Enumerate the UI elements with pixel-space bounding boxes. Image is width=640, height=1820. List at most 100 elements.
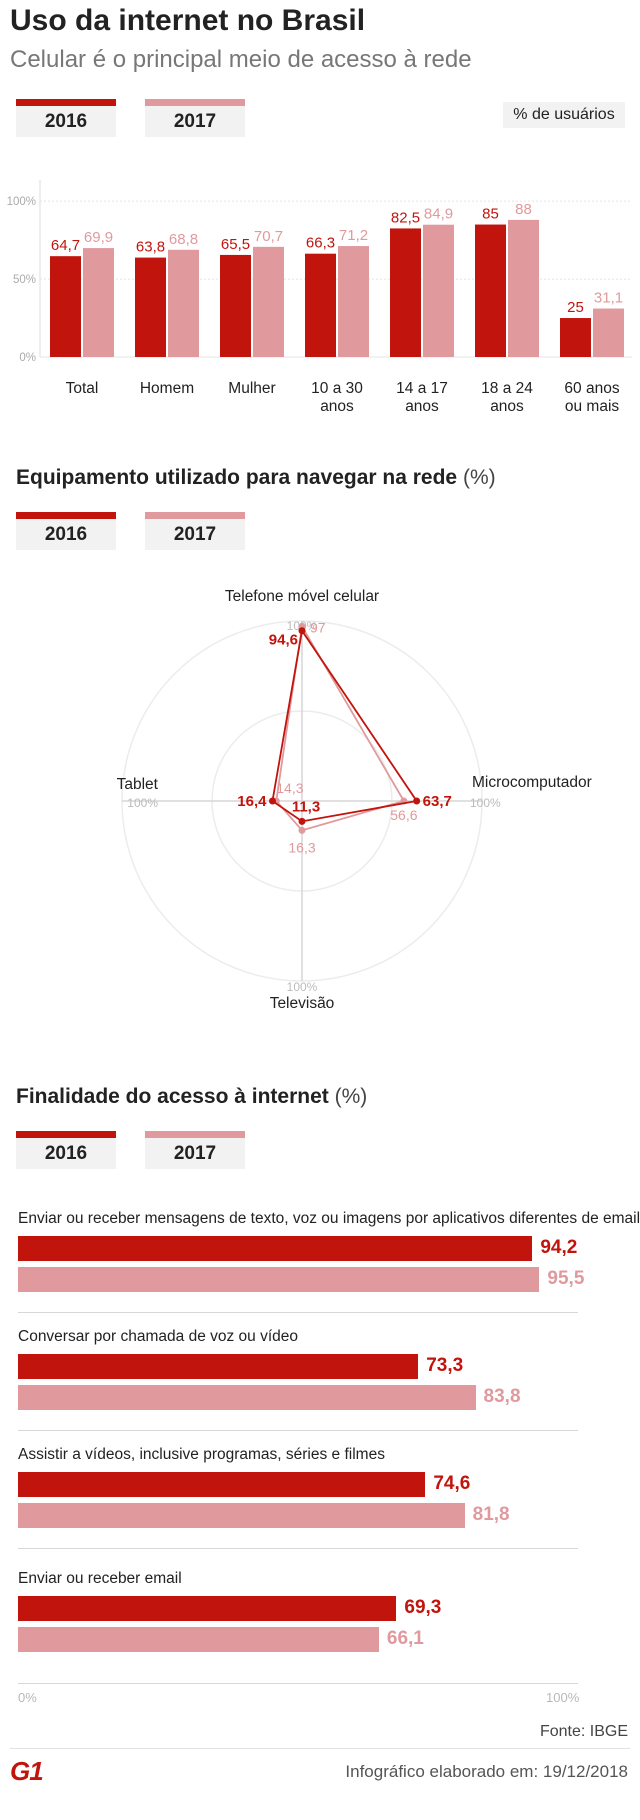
legend-2016-purpose: 2016: [16, 1131, 116, 1169]
g1-logo: G1: [10, 1756, 44, 1786]
row-divider: [18, 1312, 578, 1313]
footer-divider: [10, 1748, 630, 1749]
x-tick-label: Mulher: [228, 380, 275, 397]
radar-value-label: 16,4: [237, 793, 267, 810]
hbar-2017: [18, 1267, 540, 1292]
radar-value-label: 63,7: [423, 793, 452, 810]
radar-axis-title-tablet: Tablet: [117, 776, 159, 793]
bar-2017: [508, 219, 539, 357]
device-section-unit: (%): [462, 466, 496, 489]
legend-2016: 2016: [16, 99, 116, 137]
y-tick-label: 100%: [7, 196, 36, 208]
row-divider: [18, 1548, 578, 1549]
bar-value-label: 71,2: [339, 227, 368, 244]
hbar-value-label: 83,8: [483, 1386, 521, 1407]
page-subtitle: Celular é o principal meio de acesso à r…: [10, 46, 472, 73]
bar-2016: [220, 254, 251, 357]
purpose-row-label: Conversar por chamada de voz ou vídeo: [18, 1328, 299, 1345]
y-tick-label: 50%: [13, 274, 36, 286]
x-tick-label: 10 a 30 anos: [311, 380, 363, 415]
purpose-section-title: Finalidade do acesso à internet (%): [16, 1085, 367, 1109]
radar-point-2016: [413, 797, 421, 805]
radar-point-2016: [268, 797, 276, 805]
hbar-value-label: 66,1: [386, 1628, 424, 1649]
legend-2017: 2017: [145, 99, 245, 137]
bar-value-label: 85: [482, 206, 499, 223]
hbar-2017: [18, 1385, 476, 1410]
radar-value-label: 11,3: [292, 798, 320, 815]
bar-value-label: 64,7: [51, 237, 80, 254]
legend-2017-purpose: 2017: [145, 1131, 245, 1169]
x-tick-label: 14 a 17 anos: [396, 380, 448, 415]
radar-axis-title-microcomputador: Microcomputador: [472, 774, 592, 791]
purpose-row: Conversar por chamada de voz ou vídeo 73,…: [18, 1328, 616, 1438]
hbar-value-label: 81,8: [472, 1504, 510, 1525]
x-axis-line: [18, 1683, 578, 1684]
hbar-value-label: 95,5: [547, 1268, 585, 1289]
radar-value-label: 56,6: [390, 807, 417, 823]
bar-2016: [390, 228, 421, 357]
bar-2016: [135, 257, 166, 357]
purpose-row: Enviar ou receber mensagens de texto, vo…: [18, 1210, 640, 1320]
bar-value-label: 66,3: [306, 235, 335, 252]
x-axis-max: 100%: [546, 1690, 580, 1705]
radar-value-label: 16,3: [288, 839, 315, 855]
hbar-2016: [18, 1596, 397, 1621]
radar-axis-max-label: 100%: [470, 796, 501, 810]
page-title: Uso da internet no Brasil: [10, 4, 366, 37]
radar-point-2017: [298, 826, 306, 834]
bar-value-label: 82,5: [391, 209, 420, 226]
bar-2016: [305, 253, 336, 357]
purpose-row: Assistir a vídeos, inclusive programas, …: [18, 1446, 616, 1556]
bar-2016: [560, 318, 591, 357]
hbar-2016: [18, 1354, 419, 1379]
bar-value-label: 68,8: [169, 231, 198, 248]
hbar-value-label: 74,6: [433, 1473, 471, 1494]
hbar-value-label: 69,3: [404, 1597, 442, 1618]
bar-2017: [253, 246, 284, 357]
bar-value-label: 70,7: [254, 228, 283, 245]
bar-2016: [50, 256, 81, 357]
device-section-title-text: Equipamento utilizado para navegar na re…: [16, 466, 458, 489]
hbar-2017: [18, 1503, 465, 1528]
x-axis-min: 0%: [18, 1690, 37, 1705]
radar-value-label: 94,6: [269, 632, 298, 649]
bar-value-label: 88: [515, 201, 532, 218]
device-radar-chart: Telefone móvel celular 100% Microcomputado…: [117, 588, 592, 1012]
x-tick-label: Total: [66, 380, 99, 397]
bar-value-label: 25: [567, 299, 584, 316]
bar-value-label: 84,9: [424, 206, 453, 223]
radar-axis-max-label: 100%: [287, 980, 318, 994]
radar-value-label: 97: [310, 619, 326, 635]
source-note: Fonte: IBGE: [539, 1723, 628, 1740]
radar-axis-max-label: 100%: [127, 796, 158, 810]
purpose-row-label: Assistir a vídeos, inclusive programas, …: [18, 1446, 385, 1463]
row-divider: [18, 1430, 578, 1431]
bar-2017: [83, 248, 114, 357]
x-tick-label: Homem: [140, 380, 194, 397]
radar-axis-title-televisao: Televisão: [270, 995, 335, 1012]
purpose-row: Enviar ou receber email 69,3 66,1: [18, 1570, 616, 1680]
credit-note: Infográfico elaborado em: 19/12/2018: [345, 1762, 628, 1781]
purpose-row-label: Enviar ou receber mensagens de texto, vo…: [18, 1210, 640, 1227]
radar-value-label: 14,3: [276, 780, 303, 796]
hbar-2016: [18, 1472, 426, 1497]
radar-point-2016: [298, 627, 306, 635]
bar-value-label: 65,5: [221, 236, 250, 253]
purpose-row-label: Enviar ou receber email: [18, 1570, 182, 1587]
unit-note: % de usuários: [503, 102, 625, 128]
hbar-value-label: 94,2: [540, 1237, 578, 1258]
bar-value-label: 63,8: [136, 239, 165, 256]
legend-2017-devices: 2017: [145, 512, 245, 550]
bar-2017: [338, 246, 369, 357]
x-tick-label: 18 a 24 anos: [481, 380, 533, 415]
purpose-bar-chart: Enviar ou receber mensagens de texto, vo…: [0, 1200, 640, 1700]
hbar-2016: [18, 1236, 533, 1261]
radar-point-2016: [298, 817, 306, 825]
legend-2016-devices: 2016: [16, 512, 116, 550]
radar-axis-title-celular: Telefone móvel celular: [225, 588, 379, 605]
purpose-section-title-text: Finalidade do acesso à internet: [16, 1085, 329, 1108]
bar-2017: [593, 308, 624, 357]
hbar-2017: [18, 1627, 379, 1652]
